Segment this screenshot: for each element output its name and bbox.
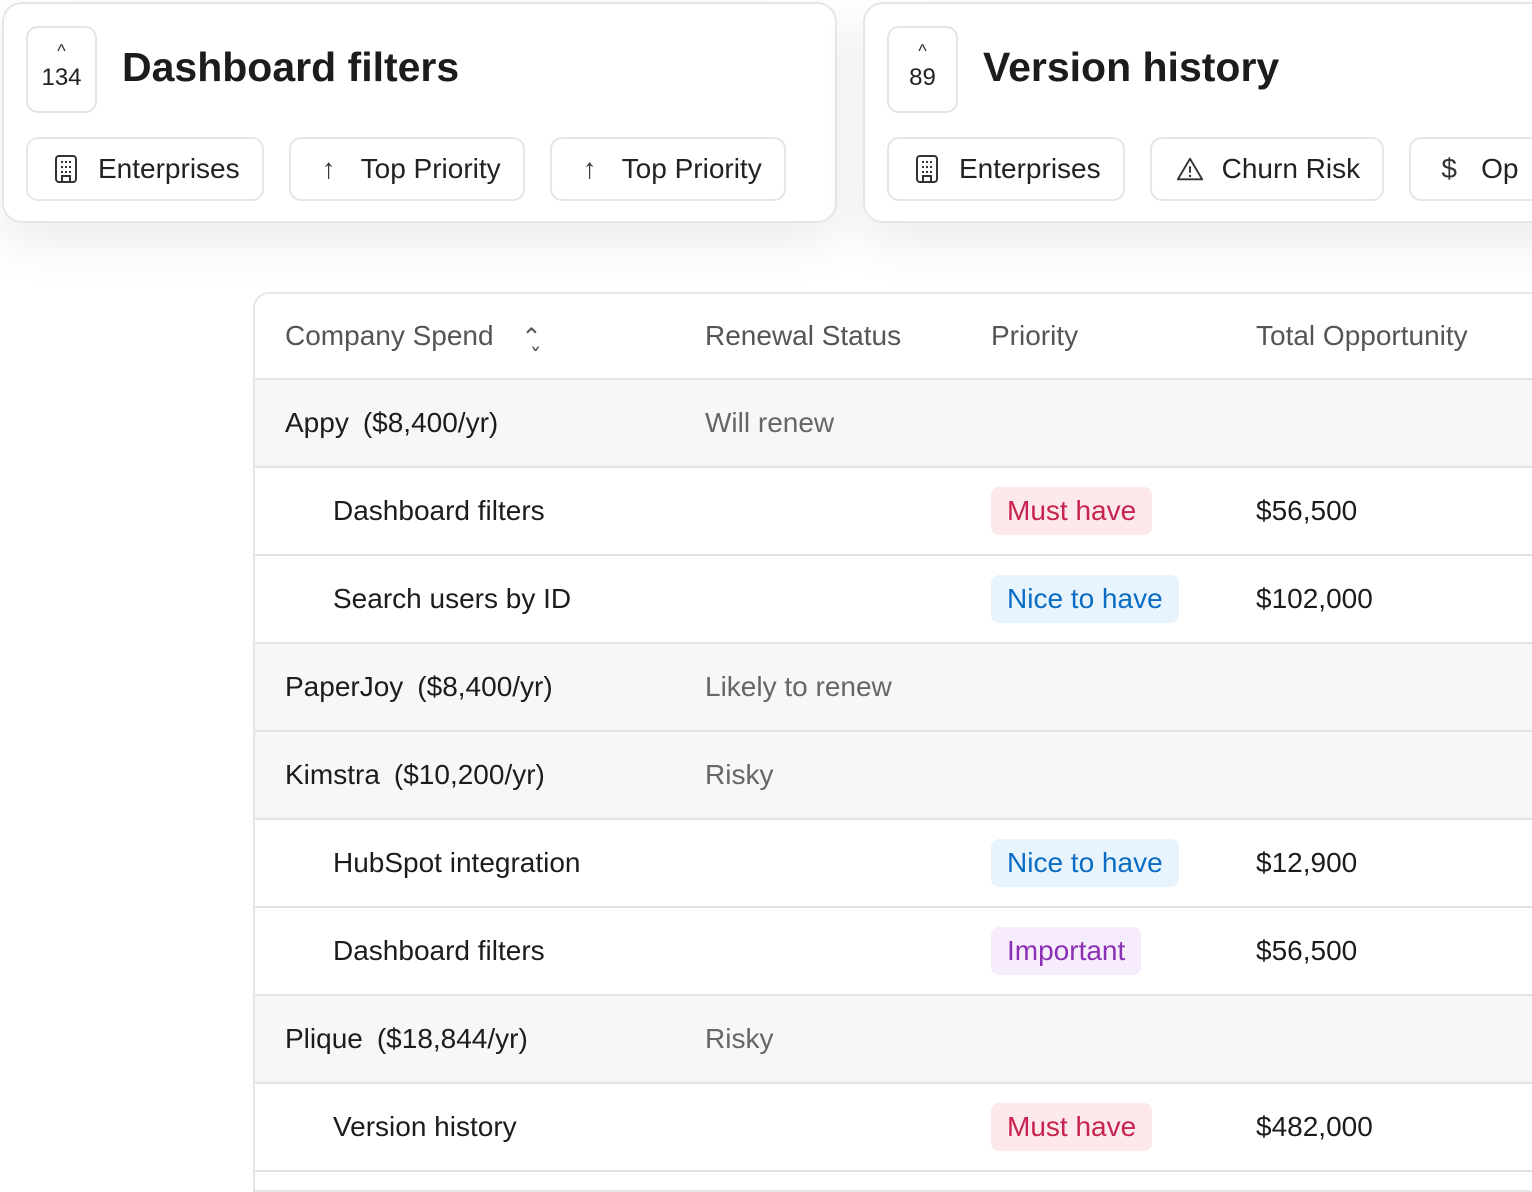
company-group-row[interactable]: PaperJoy ($8,400/yr) Likely to renew (255, 644, 1532, 732)
upvote-count: 89 (909, 64, 936, 91)
building-icon (913, 154, 941, 184)
feature-name: Dashboard filters (333, 935, 545, 966)
priority-cell: Nice to have (991, 575, 1179, 623)
priority-cell: Nice to have (991, 839, 1179, 887)
priority-badge: Must have (991, 487, 1153, 535)
priority-cell: Important (991, 927, 1142, 975)
upvote-counter[interactable]: ^ 89 (887, 26, 958, 113)
chip-opportunity[interactable]: $ Op (1409, 137, 1532, 201)
feature-card-dashboard-filters[interactable]: ^ 134 Dashboard filters Enterprises ↑ Top … (2, 2, 837, 223)
company-cell: Kimstra ($10,200/yr) (285, 759, 545, 791)
table-header: Company Spend ⌃̬ Renewal Status Priority… (255, 294, 1532, 380)
upvote-count: 134 (41, 64, 82, 91)
upvote-counter[interactable]: ^ 134 (26, 26, 97, 113)
renewal-status: Will renew (705, 407, 835, 438)
feature-name: Version history (333, 1111, 517, 1142)
opportunity-value: $482,000 (1256, 1111, 1373, 1142)
opportunity-value: $12,900 (1256, 847, 1358, 878)
header-priority: Priority (991, 320, 1079, 351)
caret-up-icon: ^ (57, 41, 66, 61)
company-group-row[interactable]: Plique ($18,844/yr) Risky (255, 996, 1532, 1084)
dollar-icon: $ (1441, 153, 1457, 184)
feature-row[interactable]: Dashboard filters Must have $56,500 (255, 468, 1532, 556)
chip-label: Top Priority (360, 153, 501, 184)
chip-top-priority[interactable]: ↑ Top Priority (288, 137, 525, 201)
opportunity-value: $56,500 (1256, 495, 1358, 526)
arrow-up-icon: ↑ (321, 153, 336, 184)
header-renewal-status: Renewal Status (705, 320, 902, 351)
company-name: Kimstra (285, 759, 380, 790)
company-spend: ($8,400/yr) (417, 671, 553, 702)
company-name: Appy (285, 407, 349, 438)
company-spend: ($8,400/yr) (362, 407, 499, 438)
company-cell: Plique ($18,844/yr) (285, 1023, 528, 1055)
arrow-up-icon: ↑ (582, 153, 597, 184)
feature-name: HubSpot integration (333, 847, 581, 878)
renewal-status: Risky (705, 1023, 774, 1054)
chip-label: Op (1481, 153, 1519, 184)
chip-top-priority[interactable]: ↑ Top Priority (549, 137, 786, 201)
chip-churn-risk[interactable]: Churn Risk (1149, 137, 1385, 201)
chip-label: Churn Risk (1221, 153, 1361, 184)
company-group-row[interactable]: Kimstra ($10,200/yr) Risky (255, 732, 1532, 820)
feature-card-version-history[interactable]: ^ 89 Version history Enterprises Churn Ri… (863, 2, 1532, 223)
card-title: Version history (983, 44, 1280, 90)
priority-badge: Nice to have (991, 575, 1179, 623)
priority-badge: Important (991, 927, 1142, 975)
feature-row[interactable]: HubSpot integration Nice to have $12,900 (255, 820, 1532, 908)
company-spend: ($10,200/yr) (393, 759, 545, 790)
feature-row[interactable]: Search users by ID Nice to have $102,000 (255, 556, 1532, 644)
warning-icon (1176, 155, 1204, 183)
company-name: PaperJoy (285, 671, 404, 702)
priority-badge: Must have (991, 1103, 1153, 1151)
company-spend: ($18,844/yr) (376, 1023, 528, 1054)
card-title: Dashboard filters (122, 44, 460, 90)
company-group-row[interactable]: Appy ($8,400/yr) Will renew (255, 380, 1532, 468)
opportunity-table: Company Spend ⌃̬ Renewal Status Priority… (253, 292, 1532, 1192)
priority-cell: Must have (991, 487, 1153, 535)
renewal-status: Likely to renew (705, 671, 892, 702)
feature-row[interactable]: Version history Must have $482,000 (255, 1084, 1532, 1172)
chip-label: Enterprises (98, 153, 240, 184)
feature-name: Dashboard filters (333, 495, 545, 526)
opportunity-value: $56,500 (1256, 935, 1358, 966)
chip-label: Top Priority (621, 153, 762, 184)
chip-enterprises[interactable]: Enterprises (26, 137, 264, 201)
sort-icon[interactable]: ⌃̬ (521, 324, 542, 351)
header-company-spend[interactable]: Company Spend ⌃̬ (285, 320, 541, 352)
building-icon (52, 154, 80, 184)
chip-label: Enterprises (959, 153, 1101, 184)
priority-badge: Nice to have (991, 839, 1179, 887)
priority-cell: Must have (991, 1103, 1153, 1151)
caret-up-icon: ^ (918, 41, 927, 61)
renewal-status: Risky (705, 759, 774, 790)
opportunity-value: $102,000 (1256, 583, 1373, 614)
chip-enterprises[interactable]: Enterprises (887, 137, 1125, 201)
header-label: Company Spend (285, 320, 494, 351)
feature-name: Search users by ID (333, 583, 572, 614)
company-name: Plique (285, 1023, 363, 1054)
company-cell: Appy ($8,400/yr) (285, 407, 498, 439)
feature-row[interactable]: Dashboard filters Important $56,500 (255, 908, 1532, 996)
company-cell: PaperJoy ($8,400/yr) (285, 671, 553, 703)
header-total-opportunity: Total Opportunity (1256, 320, 1468, 351)
